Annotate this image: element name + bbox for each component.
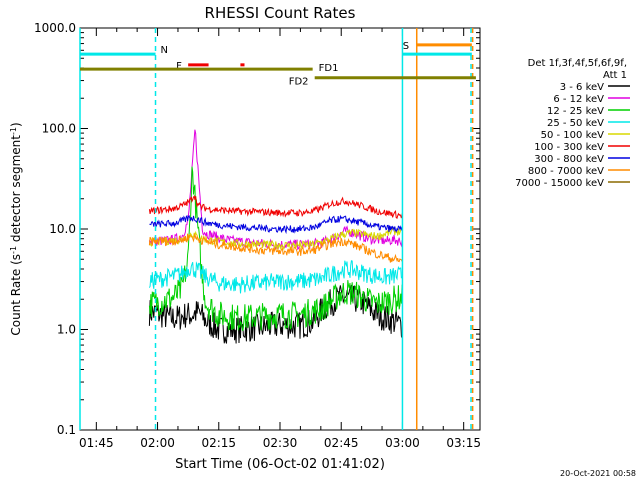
y-tick-label: 0.1 <box>57 423 76 437</box>
y-tick-label: 1.0 <box>57 323 76 337</box>
fd2-label: FD2 <box>289 77 309 88</box>
legend-label: 300 - 800 keV <box>534 154 604 165</box>
night-label: N <box>161 45 168 56</box>
legend-label: 800 - 7000 keV <box>528 166 604 177</box>
saa-label: S <box>403 41 409 52</box>
series-line <box>148 226 403 251</box>
y-tick-label: 10.0 <box>49 222 76 236</box>
y-axis-label: Count Rate (s-1 detector segment-1) <box>9 122 24 335</box>
legend-label: 100 - 300 keV <box>534 142 604 153</box>
plot-area: 0.1 1.0 10.0 100.0 1000.0 01:45 02:00 02:15 02:3… <box>9 21 481 450</box>
series-line <box>148 166 403 331</box>
x-tick-label: 02:30 <box>263 436 298 450</box>
x-axis-label: Start Time (06-Oct-02 01:41:02) <box>175 457 385 472</box>
series-line <box>148 195 403 220</box>
legend-label: 25 - 50 keV <box>547 118 604 129</box>
fd1-label: FD1 <box>319 63 339 74</box>
x-tick-label: 03:15 <box>446 436 481 450</box>
legend-label: 6 - 12 keV <box>553 94 604 105</box>
series-line <box>148 260 403 294</box>
flare-label: F <box>176 61 182 72</box>
x-tick-label: 02:00 <box>140 436 175 450</box>
legend-label: 3 - 6 keV <box>560 82 604 93</box>
series-line <box>148 233 403 263</box>
series-line <box>149 214 403 235</box>
legend-label: 12 - 25 keV <box>547 106 604 117</box>
legend-header: Det 1f,3f,4f,5f,6f,9f, <box>528 58 627 69</box>
timestamp: 20-Oct-2021 00:58 <box>560 469 636 478</box>
y-tick-label: 1000.0 <box>34 21 76 35</box>
legend-header: Att 1 <box>603 70 627 81</box>
x-tick-label: 01:45 <box>79 436 114 450</box>
x-tick-label: 02:15 <box>201 436 236 450</box>
y-tick-label: 100.0 <box>42 122 76 136</box>
legend-label: 50 - 100 keV <box>541 130 605 141</box>
x-tick-label: 02:45 <box>324 436 359 450</box>
chart-title: RHESSI Count Rates <box>205 4 356 22</box>
legend-label: 7000 - 15000 keV <box>515 178 604 189</box>
x-tick-label: 03:00 <box>385 436 420 450</box>
